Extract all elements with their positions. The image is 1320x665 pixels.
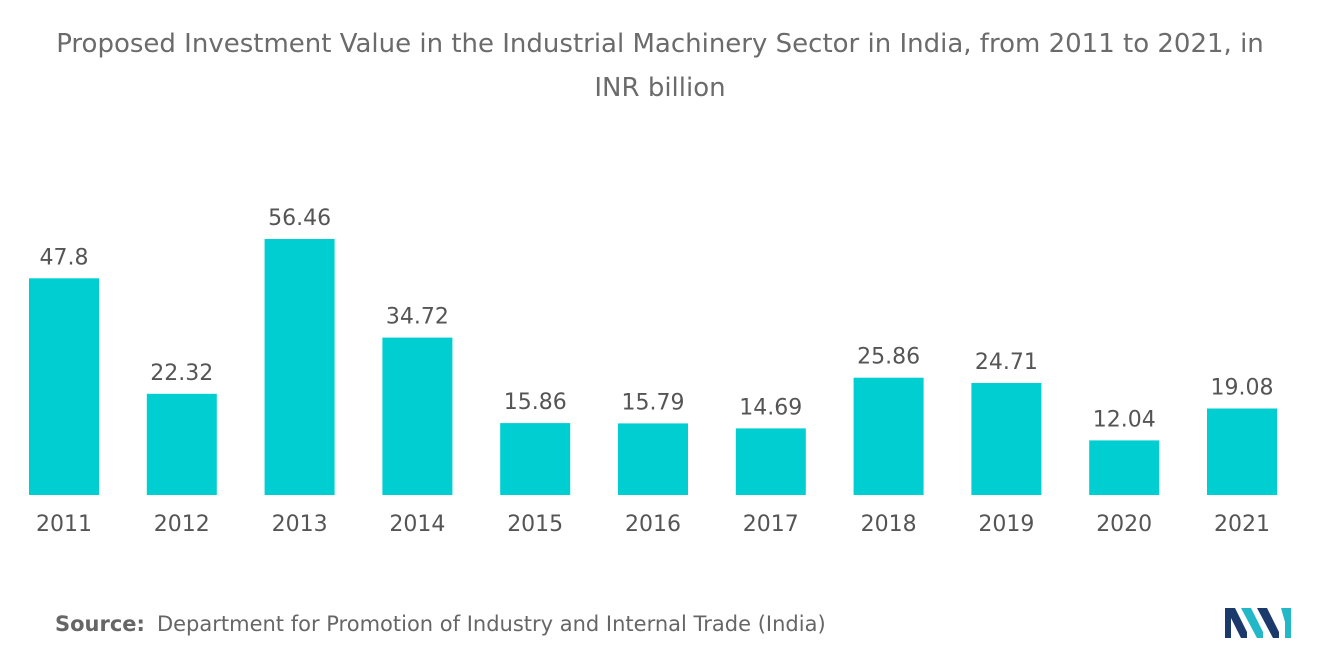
x-tick-label-2021: 2021 <box>1214 512 1270 537</box>
bar-2011 <box>29 278 99 495</box>
x-axis-tick-labels: 2011 2012 2013 2014 2015 2016 2017 2018 2019 2020… <box>36 512 1270 537</box>
x-tick-label-2017: 2017 <box>743 512 799 537</box>
mordor-intelligence-logo-icon <box>1225 608 1291 638</box>
x-tick-label-2012: 2012 <box>154 512 210 537</box>
source-note: Source: Department for Promotion of Indus… <box>55 612 826 636</box>
logo-shape-1 <box>1225 608 1247 638</box>
x-tick-label-2018: 2018 <box>861 512 917 537</box>
value-label-2013: 56.46 <box>268 206 331 231</box>
logo-shape-4 <box>1281 608 1291 638</box>
bar-2013 <box>264 239 335 495</box>
x-tick-label-2019: 2019 <box>978 512 1034 537</box>
value-label-2016: 15.79 <box>622 390 685 415</box>
value-label-2020: 12.04 <box>1093 407 1156 432</box>
value-label-2015: 15.86 <box>504 390 567 415</box>
source-text: Department for Promotion of Industry and… <box>156 612 826 636</box>
bar-2014 <box>382 337 453 495</box>
value-label-2012: 22.32 <box>150 361 213 386</box>
x-tick-label-2016: 2016 <box>625 512 681 537</box>
value-label-2018: 25.86 <box>857 345 920 370</box>
chart-title-line-2: INR billion <box>594 73 726 103</box>
chart-title: Proposed Investment Value in the Industr… <box>0 22 1320 110</box>
bar-2019 <box>971 383 1042 495</box>
value-label-2019: 24.71 <box>975 350 1038 375</box>
bar-2021 <box>1207 408 1277 495</box>
bar-2016 <box>618 423 688 495</box>
value-label-2014: 34.72 <box>386 305 449 330</box>
bars-group <box>29 239 1277 495</box>
logo-shape-3 <box>1257 608 1279 638</box>
value-label-2011: 47.8 <box>40 245 89 270</box>
x-tick-label-2011: 2011 <box>36 512 92 537</box>
value-labels-group: 47.8 22.32 56.46 34.72 15.86 15.79 14.69 25.86 2… <box>40 206 1274 432</box>
logo-shape-2 <box>1241 608 1263 638</box>
source-label: Source: <box>55 612 145 636</box>
x-tick-label-2020: 2020 <box>1096 512 1152 537</box>
x-tick-label-2013: 2013 <box>272 512 328 537</box>
bar-2018 <box>853 377 924 495</box>
x-tick-label-2014: 2014 <box>389 512 445 537</box>
value-label-2017: 14.69 <box>739 395 802 420</box>
chart-title-line-1: Proposed Investment Value in the Industr… <box>56 29 1264 59</box>
bar-2020 <box>1089 440 1160 495</box>
x-tick-label-2015: 2015 <box>507 512 563 537</box>
value-label-2021: 19.08 <box>1211 376 1274 401</box>
bar-2012 <box>146 393 217 495</box>
bar-2017 <box>735 428 806 495</box>
bar-chart: 47.8 22.32 56.46 34.72 15.86 15.79 14.69 25.86 2… <box>29 206 1277 537</box>
bar-2015 <box>500 423 571 495</box>
